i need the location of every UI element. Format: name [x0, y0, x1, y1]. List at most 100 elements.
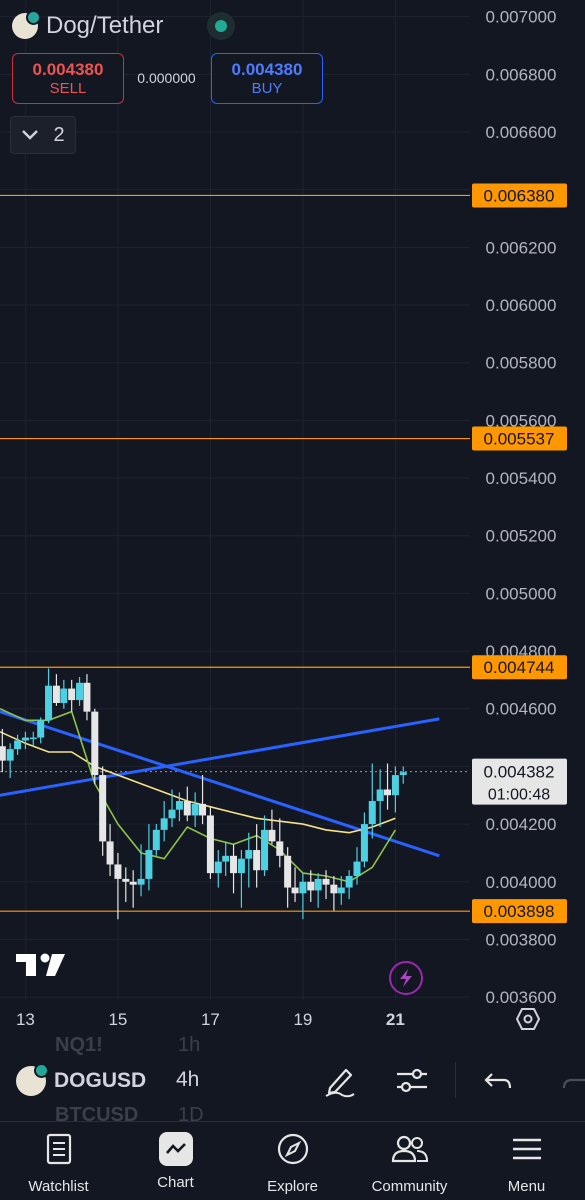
price-tick-label: 0.005200	[486, 527, 557, 546]
candle-body	[345, 876, 353, 888]
candle	[214, 850, 222, 888]
lightning-icon[interactable]	[389, 961, 423, 995]
candle	[60, 679, 68, 709]
nav-watchlist-label: Watchlist	[28, 1178, 89, 1195]
candle	[322, 870, 330, 900]
dog-coin-icon	[16, 1063, 49, 1096]
candle	[307, 870, 315, 902]
candle-body	[152, 829, 160, 851]
price-tick-label: 0.006600	[486, 123, 557, 142]
nav-chart[interactable]: Chart	[117, 1122, 234, 1200]
symbol-selector[interactable]: DOGUSD	[16, 1063, 147, 1096]
candle	[191, 792, 199, 827]
candle	[99, 766, 107, 856]
indicators-settings-icon[interactable]	[394, 1062, 430, 1098]
tradingview-logo-icon	[16, 953, 65, 976]
indicators-count: 2	[53, 123, 65, 146]
candle	[330, 876, 338, 911]
bar-countdown-label: 01:00:48	[488, 787, 550, 804]
nav-community[interactable]: Community	[351, 1122, 468, 1200]
current-price-badge	[472, 758, 567, 805]
candle-body	[21, 737, 29, 741]
sell-label: SELL	[49, 80, 87, 97]
candle-body	[106, 841, 114, 865]
sell-button[interactable]: 0.004380 SELL	[12, 53, 124, 104]
interval-selector[interactable]: 4h	[176, 1068, 200, 1091]
price-tick-label: 0.005800	[486, 354, 557, 373]
candle	[183, 786, 191, 822]
candle	[230, 844, 238, 894]
candle-body	[322, 878, 330, 885]
price-tick-label: 0.006200	[486, 238, 557, 257]
toolbar-divider	[455, 1062, 456, 1098]
nav-explore-label: Explore	[267, 1178, 318, 1195]
redo-icon[interactable]	[556, 1062, 585, 1098]
candle	[14, 734, 22, 755]
level-price-label: 0.005537	[484, 430, 555, 449]
chart-settings-icon[interactable]	[516, 1007, 540, 1031]
time-axis-label: 19	[293, 1010, 312, 1029]
candle	[68, 679, 76, 712]
candle-body	[29, 737, 37, 740]
candle	[368, 763, 376, 839]
nav-menu[interactable]: Menu	[468, 1122, 585, 1200]
candle-body	[99, 775, 107, 842]
candle-body	[384, 789, 392, 796]
candle	[76, 677, 84, 706]
nav-watchlist[interactable]: Watchlist	[0, 1122, 117, 1200]
candle-body	[60, 688, 68, 703]
candle-body	[237, 858, 245, 874]
candle-body	[261, 829, 269, 871]
symbol-header[interactable]: Dog/Tether	[12, 10, 236, 42]
candle-body	[291, 887, 299, 894]
level-price-badge	[472, 899, 567, 924]
candle-body	[330, 884, 338, 894]
nav-explore[interactable]: Explore	[234, 1122, 351, 1200]
buy-price: 0.004380	[231, 60, 303, 79]
next-symbol-ghost: BTCUSD	[55, 1104, 139, 1126]
watchlist-icon	[40, 1130, 78, 1168]
candle-body	[222, 855, 230, 862]
candle	[222, 841, 230, 876]
toolbar-symbol: DOGUSD	[54, 1069, 147, 1092]
candle	[291, 867, 299, 902]
level-price-label: 0.004744	[484, 658, 555, 677]
price-tick-label: 0.004200	[486, 815, 557, 834]
price-tick-label: 0.006800	[486, 65, 557, 84]
candle	[376, 769, 384, 827]
candle	[360, 812, 368, 868]
price-tick-label: 0.006000	[486, 296, 557, 315]
undo-icon[interactable]	[482, 1062, 518, 1098]
candle	[237, 850, 245, 908]
sell-price: 0.004380	[32, 60, 104, 79]
market-open-icon[interactable]	[207, 12, 236, 40]
candle-body	[230, 855, 238, 874]
candle	[168, 789, 176, 827]
candle	[391, 766, 399, 813]
time-axis-label: 17	[201, 1010, 220, 1029]
candle-body	[368, 801, 376, 825]
candle-body	[183, 801, 191, 816]
community-icon	[391, 1130, 429, 1168]
nav-community-label: Community	[371, 1178, 448, 1195]
price-tick-label: 0.007000	[486, 8, 557, 27]
candle	[353, 847, 361, 885]
indicators-toggle[interactable]: 2	[10, 116, 76, 154]
pencil-icon[interactable]	[322, 1062, 358, 1098]
menu-icon	[508, 1130, 546, 1168]
candle	[83, 674, 91, 721]
candle	[6, 743, 14, 778]
candle	[384, 763, 392, 810]
candle-body	[83, 682, 91, 712]
level-price-badge	[472, 655, 567, 680]
candle	[21, 731, 29, 750]
candle	[52, 674, 60, 706]
candle	[0, 728, 6, 773]
dog-coin-icon	[12, 10, 41, 39]
price-chart[interactable]: 0.0070000.0068000.0066000.0064000.006200…	[0, 0, 585, 1040]
chart-icon	[158, 1132, 193, 1166]
candle-body	[68, 688, 76, 701]
candle	[152, 824, 160, 856]
buy-button[interactable]: 0.004380 BUY	[211, 53, 323, 104]
candle	[199, 775, 207, 825]
